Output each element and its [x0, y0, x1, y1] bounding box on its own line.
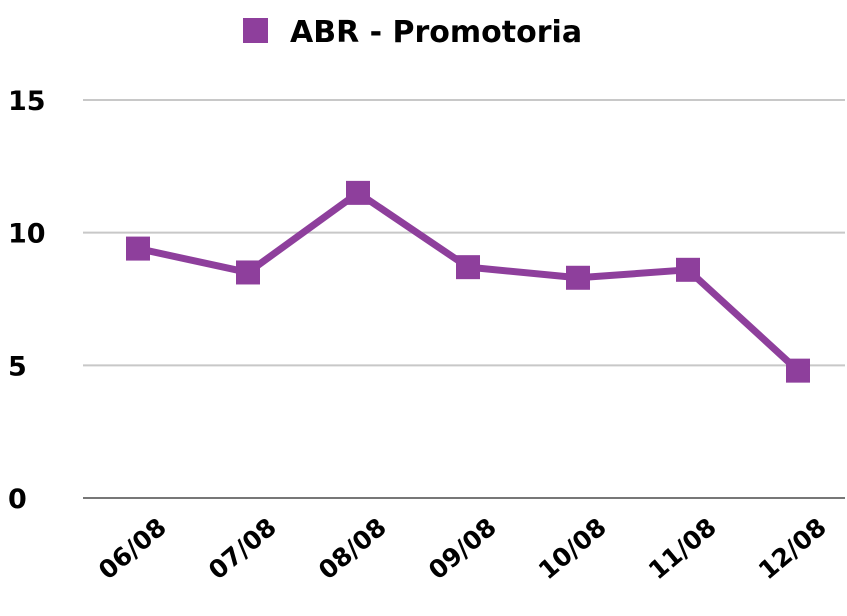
legend-label: ABR - Promotoria [290, 15, 582, 50]
marker [346, 180, 370, 205]
legend-swatch [243, 18, 268, 43]
y-tick-label: 10 [8, 219, 46, 250]
marker [126, 236, 150, 261]
y-tick-label: 15 [8, 86, 46, 117]
marker [676, 257, 700, 282]
marker [236, 260, 260, 285]
x-tick-label: 07/08 [203, 512, 282, 585]
x-tick-label: 10/08 [533, 512, 612, 585]
marker [566, 265, 590, 290]
marker [456, 255, 480, 280]
x-tick-label: 06/08 [93, 512, 172, 585]
x-tick-label: 08/08 [313, 512, 392, 585]
x-tick-label: 09/08 [423, 512, 502, 585]
y-tick-label: 0 [8, 484, 27, 515]
y-tick-label: 5 [8, 351, 27, 382]
marker [786, 358, 810, 383]
x-tick-label: 11/08 [643, 512, 722, 585]
x-tick-label: 12/08 [753, 512, 832, 585]
